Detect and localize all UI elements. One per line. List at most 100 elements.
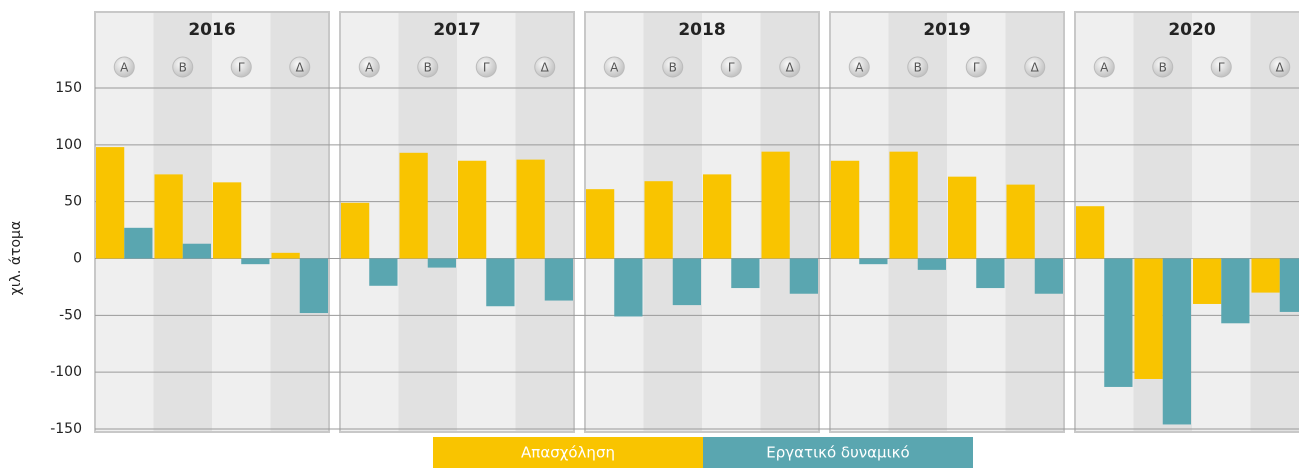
legend-swatch xyxy=(433,437,703,468)
bar xyxy=(1193,258,1222,304)
x-tick-label: Β xyxy=(424,61,432,75)
quarter-badge xyxy=(230,56,252,78)
bar xyxy=(241,258,270,265)
year-label: 2020 xyxy=(1168,20,1215,40)
bar xyxy=(586,189,615,259)
quarter-badge xyxy=(1024,56,1046,78)
bar xyxy=(271,252,300,259)
y-tick-label: 0 xyxy=(73,251,82,267)
bar xyxy=(1221,258,1250,324)
quarter-badge xyxy=(417,56,439,78)
panel-border xyxy=(1074,11,1299,433)
quarter-badge xyxy=(1210,56,1232,78)
bar xyxy=(1162,258,1191,425)
quarter-badge xyxy=(720,56,742,78)
y-tick-label: 100 xyxy=(55,137,82,153)
quarter-badge xyxy=(534,56,556,78)
bar xyxy=(889,151,918,259)
y-tick-label: -150 xyxy=(50,421,82,437)
bar xyxy=(948,176,977,259)
bar xyxy=(859,258,888,265)
bar xyxy=(1006,184,1035,259)
bar xyxy=(831,160,860,259)
bar xyxy=(341,202,370,259)
panel-border xyxy=(829,11,1065,433)
quarter-background xyxy=(270,12,329,432)
bar xyxy=(1134,258,1163,379)
bar xyxy=(427,258,456,268)
quarter-badge xyxy=(113,56,135,78)
panel-border xyxy=(584,11,820,433)
bar xyxy=(458,160,487,259)
bar xyxy=(486,258,515,307)
quarter-badge xyxy=(1152,56,1174,78)
bar xyxy=(544,258,573,301)
x-tick-label: Α xyxy=(365,61,374,75)
bar xyxy=(731,258,760,289)
bar xyxy=(789,258,818,294)
x-tick-label: Α xyxy=(1100,61,1109,75)
x-tick-label: Δ xyxy=(1276,61,1285,75)
bar xyxy=(976,258,1005,289)
quarter-badge xyxy=(1269,56,1291,78)
quarter-background xyxy=(1250,12,1299,432)
quarter-badge xyxy=(779,56,801,78)
x-tick-label: Α xyxy=(120,61,129,75)
y-tick-label: -100 xyxy=(50,364,82,380)
bar xyxy=(703,174,732,259)
quarter-badge xyxy=(907,56,929,78)
quarter-badge xyxy=(662,56,684,78)
bar xyxy=(1251,258,1280,293)
x-tick-label: Δ xyxy=(786,61,795,75)
bar xyxy=(1034,258,1063,294)
year-label: 2017 xyxy=(433,20,480,40)
year-label: 2018 xyxy=(678,20,725,40)
bar xyxy=(369,258,398,286)
y-tick-label: 50 xyxy=(64,194,82,210)
x-tick-label: Α xyxy=(855,61,864,75)
panel-border xyxy=(94,11,330,433)
bar xyxy=(154,174,183,259)
quarter-badge xyxy=(603,56,625,78)
bar xyxy=(1104,258,1133,387)
bar xyxy=(644,181,673,259)
quarter-background xyxy=(1192,12,1251,432)
year-label: 2019 xyxy=(923,20,970,40)
quarter-badge xyxy=(965,56,987,78)
y-tick-label: -50 xyxy=(59,307,82,323)
quarter-badge xyxy=(358,56,380,78)
panel-border xyxy=(339,11,575,433)
bar xyxy=(614,258,643,317)
quarter-badge xyxy=(172,56,194,78)
bar xyxy=(96,147,125,259)
y-tick-label: 150 xyxy=(55,80,82,96)
x-tick-label: Γ xyxy=(728,61,735,75)
legend-label: Απασχόληση xyxy=(521,444,615,462)
quarter-badge xyxy=(289,56,311,78)
bar xyxy=(516,159,545,259)
bar xyxy=(1076,206,1105,259)
y-axis-label: χιλ. άτομα xyxy=(8,221,24,295)
quarter-badge xyxy=(475,56,497,78)
legend-swatch xyxy=(703,437,973,468)
year-label: 2016 xyxy=(188,20,235,40)
bar xyxy=(399,152,428,259)
x-tick-label: Δ xyxy=(1031,61,1040,75)
x-tick-label: Γ xyxy=(238,61,245,75)
x-tick-label: Γ xyxy=(1218,61,1225,75)
legend-label: Εργατικό δυναμικό xyxy=(766,444,909,462)
x-tick-label: Δ xyxy=(296,61,305,75)
x-tick-label: Β xyxy=(914,61,922,75)
quarter-badge xyxy=(848,56,870,78)
x-tick-label: Γ xyxy=(483,61,490,75)
x-tick-label: Β xyxy=(1159,61,1167,75)
bar xyxy=(917,258,946,270)
x-tick-label: Β xyxy=(669,61,677,75)
bar xyxy=(672,258,701,306)
x-tick-label: Δ xyxy=(541,61,550,75)
quarter-badge xyxy=(1093,56,1115,78)
bar xyxy=(761,151,790,259)
x-tick-label: Α xyxy=(610,61,619,75)
bar xyxy=(182,243,211,259)
